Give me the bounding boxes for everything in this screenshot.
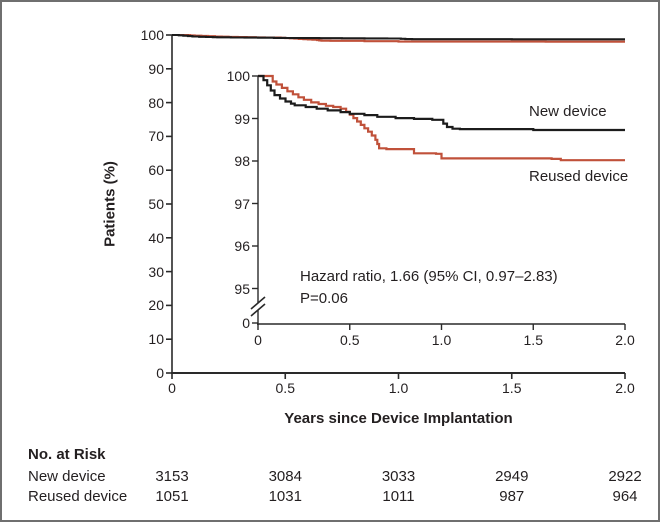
curve-label-new-device: New device [529,103,607,120]
main-y-tick-label: 100 [140,27,164,43]
inset-y-tick-label: 96 [234,238,250,254]
inset-x-tick-label: 2.0 [615,332,635,348]
inset-y-tick-label: 100 [226,68,250,84]
curve-label-reused-device: Reused device [529,168,629,185]
inset-y-tick-label: 97 [234,195,250,212]
main-y-tick-label: 70 [148,128,164,145]
main-x-tick-label: 0.5 [275,380,295,396]
inset-x-tick-label: 1.5 [523,332,543,348]
main-y-tick-label: 50 [148,196,164,212]
inset-y-tick-label: 95 [234,280,250,297]
risk-value: 3033 [381,468,416,485]
new-device-curve-inset [258,74,625,132]
risk-table-title: No. at Risk [28,446,106,463]
risk-value: 1031 [268,488,302,505]
axis-break-icon [250,296,266,310]
main-x-tick-label: 1.0 [388,380,409,396]
main-y-tick-label: 20 [148,297,164,314]
inset-y-tick-label: 99 [234,110,250,127]
risk-value: 1011 [382,488,415,505]
main-y-tick-label: 30 [148,263,164,280]
risk-value: 1051 [155,488,189,505]
risk-value: 964 [612,488,638,505]
risk-row-label: Reused device [28,488,128,505]
main-y-tick-label: 60 [148,162,164,179]
main-x-tick-label: 0 [168,380,176,396]
risk-row-label: New device [28,468,106,485]
inset-x-tick-label: 0 [254,332,262,348]
risk-value: 3153 [155,468,189,485]
new-device-curve-main [172,33,625,41]
inset-x-tick-label: 0.5 [340,332,360,348]
risk-value: 2922 [608,468,642,485]
main-x-tick-label: 2.0 [615,380,635,396]
main-y-tick-label: 10 [148,331,164,348]
risk-value: 987 [499,488,525,505]
inset-y-zero-label: 0 [242,315,250,331]
p-value-annotation: P=0.06 [300,290,348,307]
hazard-ratio-annotation: Hazard ratio, 1.66 (95% CI, 0.97–2.83) [300,268,558,285]
axis-break-mask [249,298,267,315]
reused-device-curve-inset [258,74,625,162]
main-y-tick-label: 0 [156,365,164,381]
main-x-tick-label: 1.5 [502,380,522,396]
main-y-tick-label: 40 [148,229,164,246]
y-axis-title: Patients (%) [101,161,119,247]
main-y-tick-label: 80 [148,94,164,111]
risk-value: 3084 [268,468,302,485]
risk-value: 2949 [495,468,529,485]
inset-y-tick-label: 98 [234,153,250,169]
axis-break-icon [250,303,266,317]
main-y-tick-label: 90 [148,60,164,77]
inset-x-tick-label: 1.0 [431,332,452,348]
x-axis-title: Years since Device Implantation [284,410,513,427]
